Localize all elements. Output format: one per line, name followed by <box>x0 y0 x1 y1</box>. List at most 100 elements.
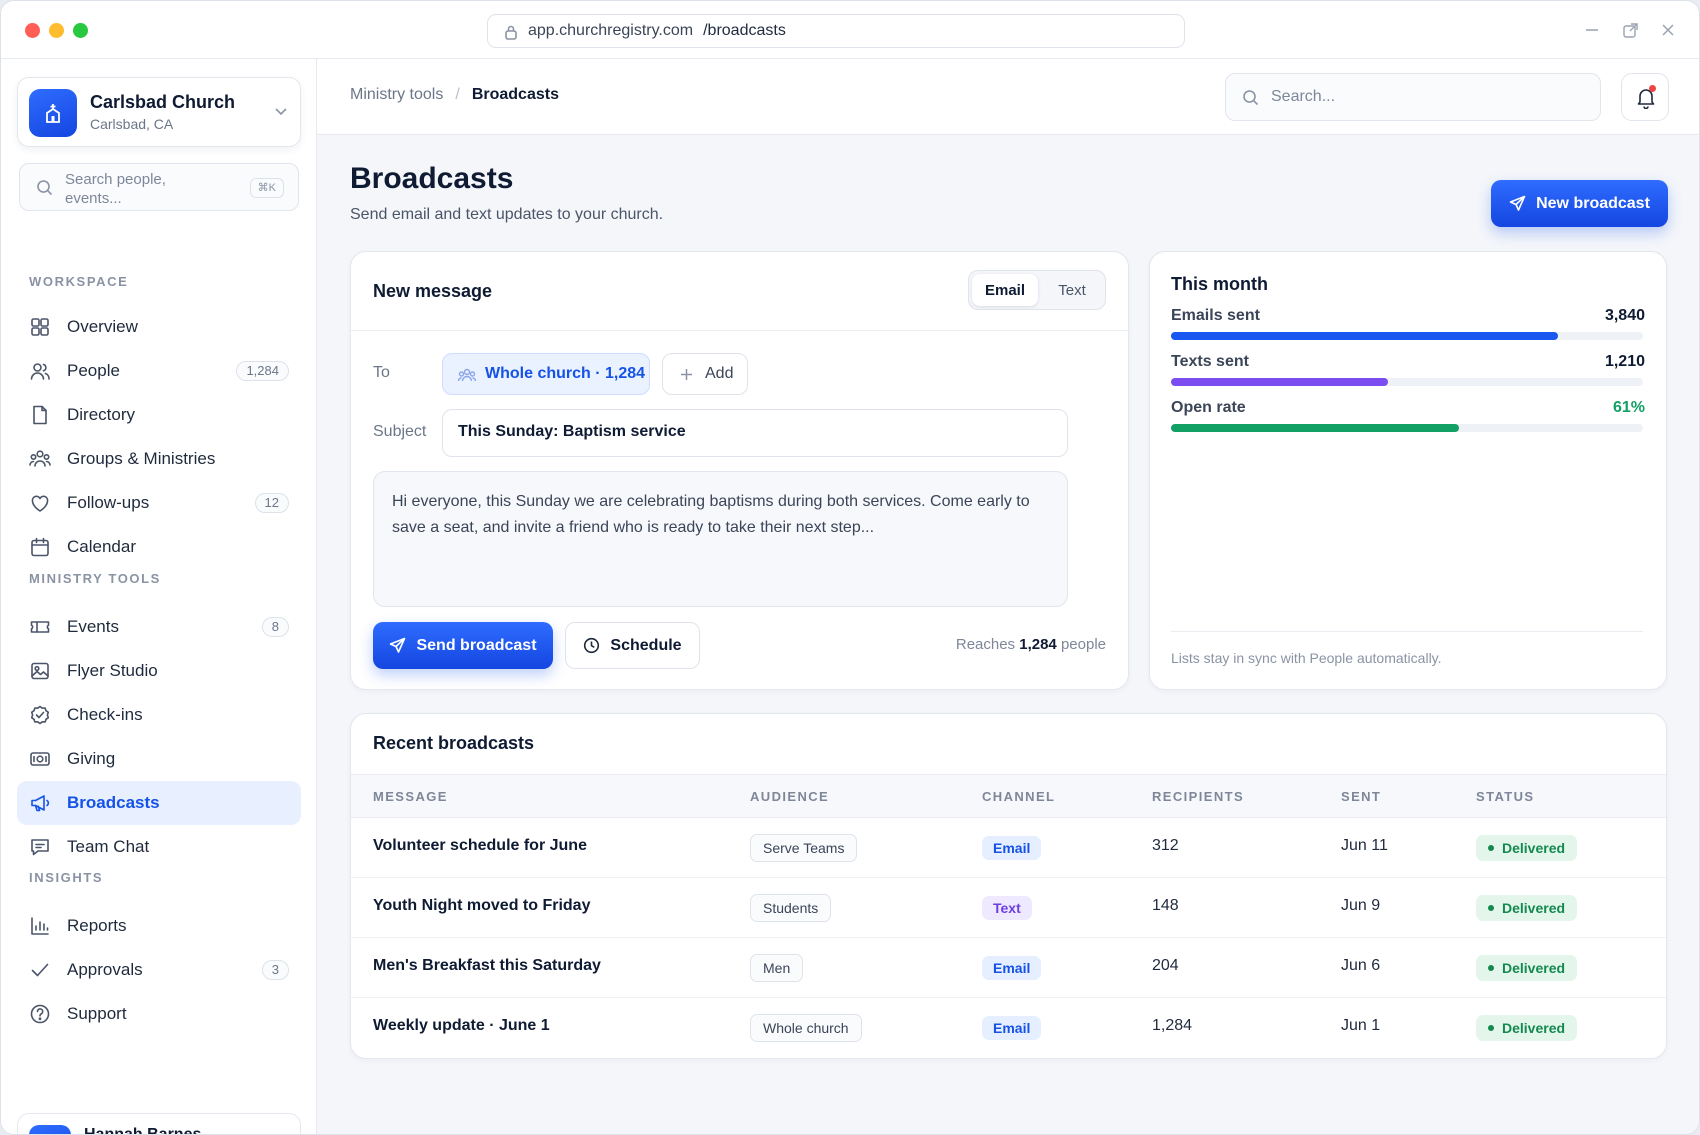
zoom-window-dot[interactable] <box>73 23 88 38</box>
table-row[interactable]: Volunteer schedule for June Serve Teams Em… <box>351 818 1666 878</box>
sidebar-item-check-ins[interactable]: Check-ins <box>17 693 301 737</box>
metric-label: Emails sent <box>1171 307 1260 324</box>
search-icon <box>37 180 53 196</box>
sidebar-item-label: Giving <box>67 749 116 768</box>
subject-label: Subject <box>373 423 427 440</box>
subject-input[interactable]: This Sunday: Baptism service <box>442 409 1068 457</box>
sidebar-item-groups-and-ministries[interactable]: Groups & Ministries <box>17 437 301 481</box>
sidebar: Carlsbad Church Carlsbad, CA Search peop… <box>1 59 317 1134</box>
sidebar-item-label: Overview <box>67 317 138 336</box>
message-cell: Volunteer schedule for June <box>373 837 587 854</box>
recent-broadcasts-card: Recent broadcasts MESSAGE AUDIENCE CHANN… <box>350 713 1667 1059</box>
close-icon[interactable] <box>1657 19 1679 41</box>
close-window-dot[interactable] <box>25 23 40 38</box>
notifications-button[interactable] <box>1621 73 1669 121</box>
sent-date-cell: Jun 11 <box>1341 837 1388 854</box>
sent-date-cell: Jun 1 <box>1341 1017 1381 1034</box>
metric-progress-fill <box>1171 424 1459 432</box>
sidebar-item-reports[interactable]: Reports <box>17 904 301 948</box>
count-badge: 3 <box>261 960 289 980</box>
title-bar: app.churchregistry.com /broadcasts <box>1 1 1699 59</box>
breadcrumb-parent[interactable]: Ministry tools <box>350 86 444 103</box>
schedule-label: Schedule <box>610 636 682 654</box>
section-label-ministry-tools: MINISTRY TOOLS <box>29 571 161 586</box>
audience-chip[interactable]: Whole church · 1,284 <box>442 353 650 395</box>
table-row[interactable]: Men's Breakfast this Saturday Men Email 204… <box>351 938 1666 998</box>
column-header-status: STATUS <box>1476 789 1535 804</box>
check-icon <box>31 963 49 977</box>
send-broadcast-button[interactable]: Send broadcast <box>373 622 553 669</box>
avatar: HB <box>29 1125 71 1134</box>
metric-value: 61% <box>1612 399 1645 416</box>
tab-text[interactable]: Text <box>1058 281 1086 299</box>
search-icon <box>1243 90 1259 106</box>
sidebar-item-label: Team Chat <box>67 837 150 856</box>
send-icon <box>1509 195 1526 211</box>
heart-icon <box>31 495 49 512</box>
send-icon <box>390 637 406 653</box>
sidebar-search-placeholder: Search people, events... <box>65 171 166 207</box>
table-header: MESSAGE AUDIENCE CHANNEL RECIPIENTS SENT… <box>351 774 1666 818</box>
popout-icon[interactable] <box>1619 19 1641 41</box>
search-input[interactable]: Search... <box>1225 73 1601 121</box>
metric-label: Texts sent <box>1171 353 1249 370</box>
url-path: /broadcasts <box>703 22 786 39</box>
audience-chip-label: Whole church · 1,284 <box>485 365 646 382</box>
minimize-icon[interactable] <box>1581 19 1603 41</box>
sidebar-item-flyer-studio[interactable]: Flyer Studio <box>17 649 301 693</box>
tab-email[interactable]: Email <box>972 274 1038 306</box>
sidebar-item-giving[interactable]: Giving <box>17 737 301 781</box>
metric-progress-fill <box>1171 378 1389 386</box>
sidebar-item-overview[interactable]: Overview <box>17 305 301 349</box>
table-row[interactable]: Weekly update · June 1 Whole church Email 1… <box>351 998 1666 1058</box>
table-row[interactable]: Youth Night moved to Friday Students Text 1… <box>351 878 1666 938</box>
org-switcher[interactable]: Carlsbad Church Carlsbad, CA <box>17 77 301 147</box>
metric-label: Open rate <box>1171 399 1246 416</box>
page-title: Broadcasts <box>350 162 514 195</box>
minimize-window-dot[interactable] <box>49 23 64 38</box>
column-header-message: MESSAGE <box>373 789 448 804</box>
sidebar-item-label: Groups & Ministries <box>67 449 216 468</box>
stats-title: This month <box>1171 274 1268 294</box>
audience-tag: Serve Teams <box>750 834 858 862</box>
sidebar-item-calendar[interactable]: Calendar <box>17 525 301 569</box>
money-icon <box>30 752 50 766</box>
section-label-insights: INSIGHTS <box>29 870 104 885</box>
add-recipient-button[interactable]: Add <box>662 353 748 395</box>
count-badge: 8 <box>261 617 289 637</box>
address-bar[interactable]: app.churchregistry.com /broadcasts <box>487 14 1185 48</box>
sidebar-item-approvals[interactable]: Approvals 3 <box>17 948 301 992</box>
bar-chart-icon <box>31 917 49 935</box>
megaphone-icon <box>31 795 50 812</box>
new-broadcast-button[interactable]: New broadcast <box>1491 180 1668 227</box>
sidebar-item-broadcasts[interactable]: Broadcasts <box>17 781 301 825</box>
channel-badge: Email <box>982 1016 1042 1040</box>
user-menu[interactable]: HB Hannah Barnes Lead Administrator <box>17 1113 301 1134</box>
church-logo-icon <box>29 89 77 137</box>
sidebar-item-support[interactable]: Support <box>17 992 301 1036</box>
channel-badge: Email <box>982 836 1042 860</box>
sidebar-item-team-chat[interactable]: Team Chat <box>17 825 301 869</box>
sidebar-item-events[interactable]: Events 8 <box>17 605 301 649</box>
sidebar-item-follow-ups[interactable]: Follow-ups 12 <box>17 481 301 525</box>
message-body-textarea[interactable]: Hi everyone, this Sunday we are celebrat… <box>373 471 1068 607</box>
sidebar-item-label: Approvals <box>67 960 143 979</box>
sidebar-item-directory[interactable]: Directory <box>17 393 301 437</box>
audience-tag: Men <box>750 954 804 982</box>
sync-note: Lists stay in sync with People automatic… <box>1171 650 1442 666</box>
recipients-cell: 312 <box>1152 837 1179 854</box>
metric-progress-bar <box>1171 332 1643 340</box>
composer-title: New message <box>373 281 493 301</box>
reach-prefix: Reaches <box>955 636 1016 653</box>
add-label: Add <box>705 365 734 382</box>
status-badge: Delivered <box>1476 835 1578 861</box>
metric-progress-bar <box>1171 424 1643 432</box>
sidebar-item-label: Reports <box>67 916 127 935</box>
document-icon <box>33 405 47 425</box>
sidebar-item-people[interactable]: People 1,284 <box>17 349 301 393</box>
page-subtitle: Send email and text updates to your chur… <box>350 206 664 223</box>
schedule-button[interactable]: Schedule <box>565 622 700 669</box>
reach-suffix: people <box>1060 636 1106 653</box>
sidebar-search-input[interactable]: Search people, events... ⌘K <box>19 163 299 211</box>
